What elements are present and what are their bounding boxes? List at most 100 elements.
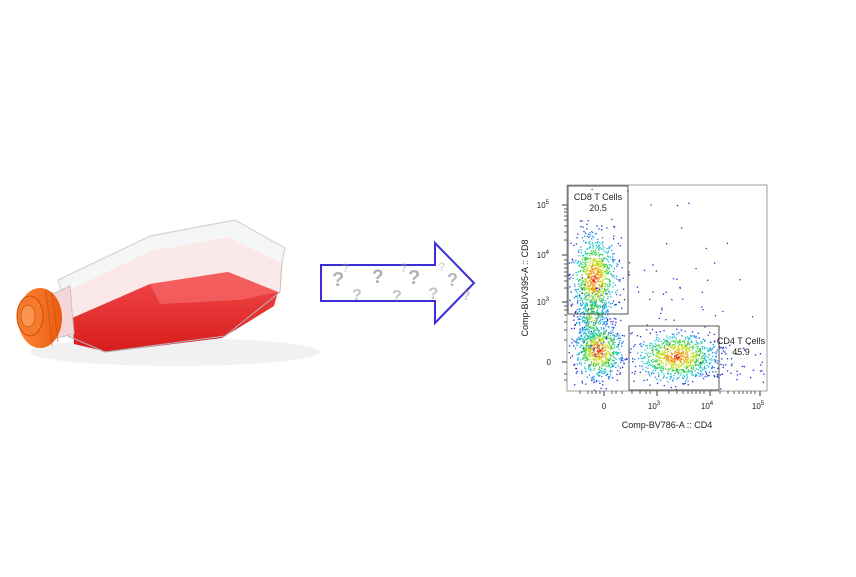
event-dot: [691, 374, 693, 376]
event-dot: [579, 261, 581, 263]
event-dot: [676, 369, 678, 371]
event-dot: [589, 316, 591, 318]
event-dot: [695, 361, 697, 363]
event-dot: [686, 344, 688, 346]
event-dot: [676, 328, 678, 330]
event-dot: [603, 277, 606, 279]
event-dot: [692, 355, 694, 358]
event-dot: [678, 369, 680, 371]
event-dot: [726, 370, 729, 372]
event-dot: [606, 269, 608, 271]
event-dot: [595, 305, 598, 308]
event-dot: [604, 349, 606, 351]
event-dot: [596, 362, 598, 364]
event-dot: [692, 351, 694, 353]
event-dot: [584, 348, 586, 350]
event-dot: [589, 351, 591, 353]
event-dot: [602, 294, 604, 296]
event-dot: [612, 259, 614, 262]
event-dot: [602, 380, 604, 382]
event-dot: [580, 335, 582, 337]
event-dot: [612, 348, 615, 350]
event-dot: [651, 366, 654, 368]
event-dot: [656, 368, 659, 370]
event-dot: [647, 367, 649, 369]
event-dot: [603, 371, 605, 373]
event-dot: [593, 275, 595, 277]
event-dot: [581, 382, 584, 384]
event-dot: [584, 294, 586, 296]
x-tick-0: 0: [602, 402, 607, 411]
event-dot: [591, 266, 593, 268]
event-dot: [682, 298, 684, 300]
event-dot: [660, 366, 663, 368]
event-dot: [589, 246, 591, 248]
event-dot: [589, 234, 591, 236]
event-dot: [622, 360, 624, 362]
event-dot: [596, 261, 598, 264]
event-dot: [653, 354, 655, 356]
event-dot: [603, 341, 606, 343]
event-dot: [592, 347, 594, 350]
event-dot: [599, 323, 601, 325]
event-dot: [585, 285, 587, 287]
event-dot: [692, 335, 694, 337]
event-dot: [677, 371, 679, 373]
event-dot: [642, 368, 644, 371]
event-dot: [583, 268, 585, 270]
event-dot: [656, 378, 658, 380]
event-dot: [597, 329, 599, 332]
event-dot: [593, 345, 595, 347]
event-dot: [659, 353, 661, 356]
event-dot: [608, 337, 610, 339]
event-dot: [599, 314, 601, 316]
event-dot: [610, 338, 612, 340]
event-dot: [590, 279, 592, 281]
question-mark-glyph: ?: [332, 269, 344, 291]
event-dot: [579, 290, 581, 293]
event-dot: [605, 307, 607, 309]
event-dot: [578, 362, 581, 364]
event-dot: [681, 352, 683, 354]
event-dot: [611, 370, 613, 372]
event-dot: [580, 298, 582, 300]
event-dot: [593, 331, 595, 333]
event-dot: [593, 268, 595, 270]
gate-cd8: [567, 185, 629, 315]
event-dot: [587, 322, 590, 324]
event-dot: [590, 345, 592, 347]
event-dot: [585, 303, 587, 305]
event-dot: [592, 290, 595, 292]
event-dot: [702, 354, 705, 357]
event-dot: [584, 278, 587, 281]
event-dot: [609, 270, 611, 273]
event-dot: [724, 351, 726, 353]
event-dot: [665, 364, 667, 366]
event-dot: [616, 333, 618, 335]
event-dot: [689, 359, 691, 362]
event-dot: [600, 351, 603, 353]
event-dot: [691, 352, 693, 355]
event-dot: [599, 291, 601, 293]
event-dot: [649, 356, 651, 358]
event-dot: [597, 362, 599, 364]
event-dot: [694, 361, 696, 363]
event-dot: [607, 363, 610, 365]
event-dot: [632, 358, 634, 360]
event-dot: [587, 329, 589, 331]
event-dot: [597, 264, 600, 266]
event-dot: [593, 260, 595, 262]
event-dot: [594, 275, 597, 277]
event-dot: [604, 278, 606, 281]
event-dot: [606, 266, 608, 268]
event-dot: [743, 349, 746, 351]
event-dot: [598, 260, 600, 263]
event-dot: [671, 352, 674, 355]
event-dot: [670, 360, 673, 363]
event-dot: [592, 231, 594, 234]
event-dot: [603, 266, 605, 268]
event-dot: [591, 252, 593, 255]
event-dot: [594, 302, 596, 304]
event-dot: [658, 338, 660, 340]
